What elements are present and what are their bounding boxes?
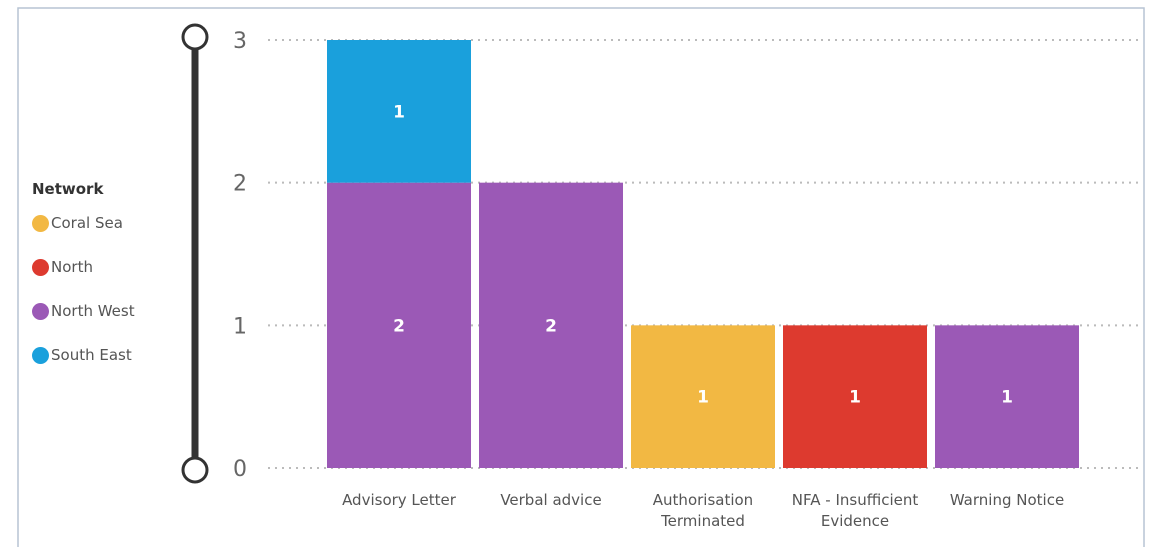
x-tick-label: NFA - Insufficient Evidence	[791, 491, 919, 530]
legend-label: North	[51, 258, 93, 276]
x-tick-label: Warning Notice	[949, 491, 1065, 509]
data-label: 1	[697, 388, 709, 408]
legend-title: Network	[32, 180, 104, 198]
legend-swatch	[32, 214, 49, 232]
data-label: 1	[393, 102, 405, 122]
legend-swatch	[32, 346, 49, 364]
range-slider-handle[interactable]	[181, 23, 209, 51]
legend-swatch	[32, 302, 49, 320]
data-label: 2	[393, 316, 405, 336]
bar-segment	[935, 325, 1079, 468]
legend-entry: South East	[32, 344, 135, 366]
legend-entry: North	[32, 256, 135, 278]
legend-label: North West	[51, 302, 135, 320]
data-label: 2	[545, 316, 557, 336]
y-tick-label: 2	[233, 172, 247, 197]
legend-swatch	[32, 258, 49, 276]
bar-segment	[783, 325, 927, 468]
bar-segment	[631, 325, 775, 468]
bar-segment	[479, 182, 623, 468]
y-tick-label: 1	[233, 314, 247, 339]
frame	[17, 7, 1145, 547]
x-tick-label: Verbal advice	[500, 491, 602, 509]
data-label: 1	[849, 388, 861, 408]
data-label: 1	[1001, 388, 1013, 408]
y-tick-label: 3	[233, 29, 247, 54]
y-tick-label: 0	[233, 457, 247, 482]
legend: Network Coral Sea North North West South Ea…	[32, 180, 135, 388]
bar-segment	[327, 40, 471, 183]
legend-label: South East	[51, 346, 132, 364]
legend-label: Coral Sea	[51, 214, 123, 232]
x-tick-label: Advisory Letter	[342, 491, 456, 509]
x-tick-label: Authorisation Terminated	[652, 491, 754, 530]
legend-entry: Coral Sea	[32, 212, 135, 234]
bar-segment	[327, 182, 471, 468]
range-slider-handle[interactable]	[181, 456, 209, 484]
legend-entry: North West	[32, 300, 135, 322]
